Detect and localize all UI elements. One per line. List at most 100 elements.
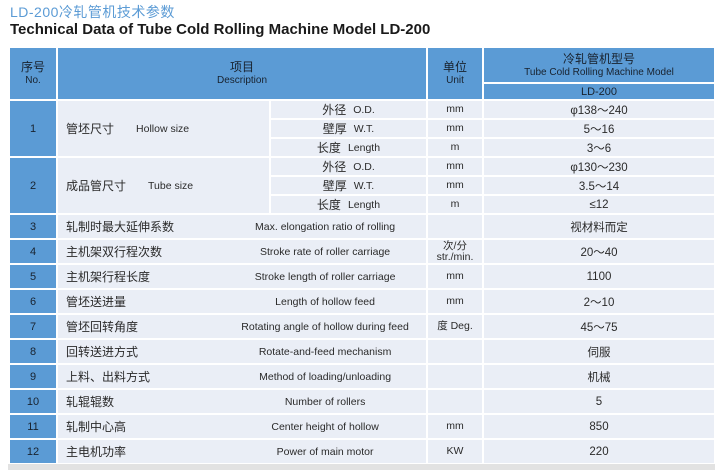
sub-description-label-en: O.D. [353, 160, 375, 173]
description-cell: 轧制时最大延伸系数 Max. elongation ratio of rollin… [58, 215, 426, 238]
sub-description-label: 外径 O.D. [273, 101, 424, 118]
row-number: 6 [10, 290, 56, 313]
unit-cell: 次/分 str./min. [428, 240, 482, 263]
value-cell: 视材料而定 [484, 215, 714, 238]
col-header-no-zh: 序号 [20, 60, 45, 74]
table-row: 壁厚 W.T. mm 5～16 [10, 120, 714, 137]
description-label-en: Max. elongation ratio of rolling [255, 220, 396, 233]
description-label-zh: 成品管尺寸 [66, 179, 127, 193]
header-row: 序号 No. 项目 Description 单位 Unit 冷轧管机型号 Tub… [10, 48, 714, 99]
value-cell: 45～75 [484, 315, 714, 338]
value-cell: 220 [484, 440, 714, 463]
col-header-unit: 单位 Unit [428, 48, 482, 99]
unit-cell: mm [428, 158, 482, 175]
description-label-en: Tube size [148, 179, 194, 192]
value-cell: ≤12 [484, 196, 714, 213]
description-label: 回转送进方式 Rotate-and-feed mechanism [60, 343, 424, 360]
unit-cell [428, 365, 482, 388]
description-cell: 主机架双行程次数 Stroke rate of roller carriage [58, 240, 426, 263]
sub-description-label: 长度 Length [273, 139, 424, 156]
sub-description-label-en: O.D. [353, 103, 375, 116]
description-label: 成品管尺寸 Tube size [60, 177, 267, 194]
value-cell: 伺服 [484, 340, 714, 363]
value-cell: 3.5～14 [484, 177, 714, 194]
sub-description-label-en: Length [347, 198, 381, 211]
table-row: 7 管坯回转角度 Rotating angle of hollow during f… [10, 315, 714, 338]
spec-table: 序号 No. 项目 Description 单位 Unit 冷轧管机型号 Tub… [8, 46, 716, 465]
unit-cell [428, 390, 482, 413]
unit-cell [428, 215, 482, 238]
unit-line: mm [446, 295, 464, 307]
row-number: 11 [10, 415, 56, 438]
unit-cell: mm [428, 265, 482, 288]
table-row: 9 上料、出料方式 Method of loading/unloading 机械 [10, 365, 714, 388]
sub-description-cell: 壁厚 W.T. [271, 177, 426, 194]
description-cell: 成品管尺寸 Tube size [58, 158, 269, 213]
description-label: 主机架双行程次数 Stroke rate of roller carriage [60, 243, 424, 260]
unit-line: mm [446, 420, 464, 432]
unit-line: KW [446, 445, 464, 457]
unit-cell: mm [428, 101, 482, 118]
sub-description-label-zh: 壁厚 [322, 122, 347, 136]
description-label: 管坯送进量 Length of hollow feed [60, 293, 424, 310]
col-header-model-en: Tube Cold Rolling Machine Model [524, 66, 674, 78]
table-row: 长度 Length m ≤12 [10, 196, 714, 213]
value-cell: 20～40 [484, 240, 714, 263]
model-subheader-row: LD-200 [10, 84, 714, 99]
spec-table-body: 1 管坯尺寸 Hollow size 外径 O.D. mm φ138～240 壁厚 W.T. mm… [10, 101, 714, 463]
row-number: 8 [10, 340, 56, 363]
unit-cell: m [428, 139, 482, 156]
table-row: 4 主机架双行程次数 Stroke rate of roller carriage 次… [10, 240, 714, 263]
description-label-zh: 回转送进方式 [66, 345, 139, 359]
table-row: 8 回转送进方式 Rotate-and-feed mechanism 伺服 [10, 340, 714, 363]
unit-cell: 度 Deg. [428, 315, 482, 338]
col-header-no-en: No. [25, 75, 41, 86]
sub-description-label-en: W.T. [353, 179, 375, 192]
description-label: 上料、出料方式 Method of loading/unloading [60, 368, 424, 385]
table-row: 5 主机架行程长度 Stroke length of roller carriage… [10, 265, 714, 288]
table-row: 12 主电机功率 Power of main motor KW 220 [10, 440, 714, 463]
description-label-en: Power of main motor [276, 445, 374, 458]
description-label-en: Method of loading/unloading [259, 370, 392, 383]
description-label-en: Hollow size [136, 122, 190, 135]
row-number: 1 [10, 101, 56, 156]
sub-description-cell: 长度 Length [271, 196, 426, 213]
value-cell: 3～6 [484, 139, 714, 156]
unit-cell: mm [428, 120, 482, 137]
description-label-en: Rotating angle of hollow during feed [241, 320, 409, 333]
sub-description-label-en: W.T. [353, 122, 375, 135]
unit-line: mm [446, 270, 464, 282]
description-cell: 轧辊辊数 Number of rollers [58, 390, 426, 413]
unit-cell: mm [428, 415, 482, 438]
description-label-zh: 轧辊辊数 [66, 395, 115, 409]
col-header-model: 冷轧管机型号 Tube Cold Rolling Machine Model [484, 48, 714, 82]
sub-description-label: 壁厚 W.T. [273, 177, 424, 194]
sub-description-cell: 外径 O.D. [271, 158, 426, 175]
unit-cell [428, 340, 482, 363]
description-label: 管坯回转角度 Rotating angle of hollow during fe… [60, 318, 424, 335]
table-row: 2 成品管尺寸 Tube size 外径 O.D. mm φ130～230 [10, 158, 714, 213]
description-label-zh: 主机架双行程次数 [66, 245, 163, 259]
unit-line: str./min. [436, 250, 474, 263]
sub-description-cell: 长度 Length [271, 139, 426, 156]
description-cell: 轧制中心高 Center height of hollow [58, 415, 426, 438]
row-number: 4 [10, 240, 56, 263]
unit-cell: m [428, 196, 482, 213]
description-cell: 主机架行程长度 Stroke length of roller carriage [58, 265, 426, 288]
row-number: 9 [10, 365, 56, 388]
description-label-en: Stroke length of roller carriage [254, 270, 396, 283]
sub-description-label-zh: 外径 [322, 160, 347, 174]
unit-line: 次/分 [443, 240, 467, 252]
col-header-no: 序号 No. [10, 48, 56, 99]
unit-line: 度 Deg. [437, 320, 473, 332]
value-cell: 5 [484, 390, 714, 413]
col-header-description: 项目 Description [58, 48, 426, 99]
unit-cell: KW [428, 440, 482, 463]
value-cell: φ130～230 [484, 158, 714, 175]
table-row: 壁厚 W.T. mm 3.5～14 [10, 177, 714, 194]
row-number: 12 [10, 440, 56, 463]
row-number: 7 [10, 315, 56, 338]
description-cell: 管坯送进量 Length of hollow feed [58, 290, 426, 313]
description-label: 轧辊辊数 Number of rollers [60, 393, 424, 410]
sub-description-label: 长度 Length [273, 196, 424, 213]
